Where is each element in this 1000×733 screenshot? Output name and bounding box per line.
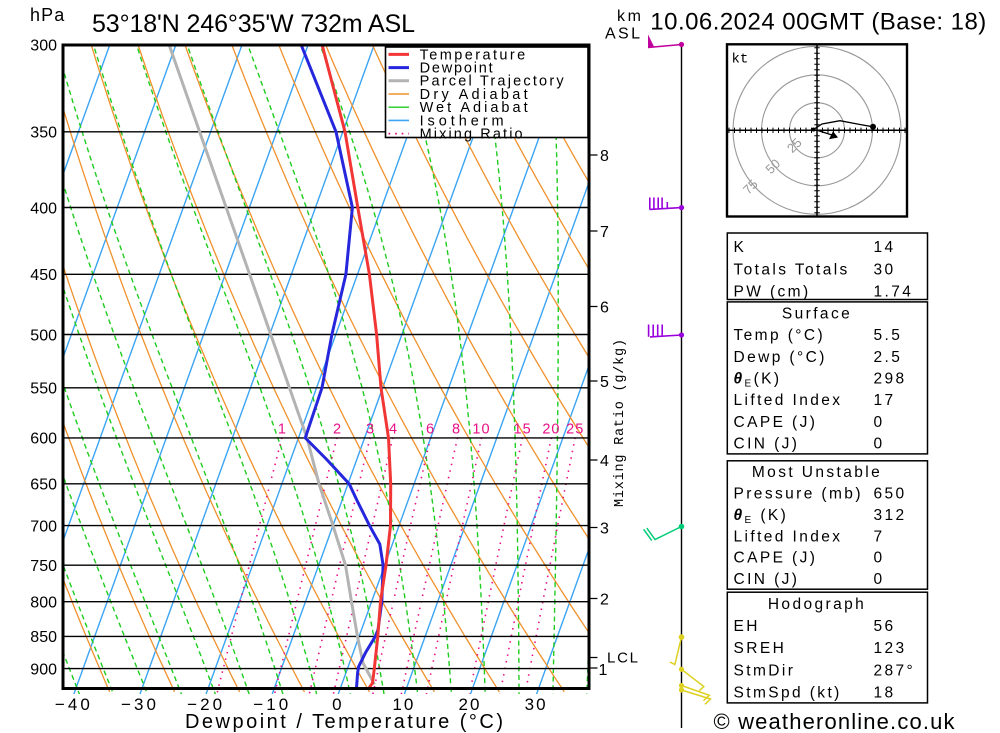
- svg-text:CAPE (J): CAPE (J): [734, 550, 818, 567]
- svg-text:700: 700: [30, 518, 57, 535]
- svg-text:Most Unstable: Most Unstable: [752, 464, 882, 481]
- svg-text:3: 3: [366, 422, 375, 438]
- svg-text:900: 900: [30, 661, 57, 678]
- svg-text:20: 20: [542, 422, 560, 438]
- svg-text:3: 3: [600, 520, 609, 537]
- svg-text:10.06.2024 00GMT (Base: 18): 10.06.2024 00GMT (Base: 18): [650, 9, 986, 36]
- svg-text:Surface: Surface: [782, 305, 852, 322]
- svg-text:15: 15: [514, 422, 532, 438]
- svg-text:600: 600: [30, 431, 57, 448]
- svg-text:6: 6: [600, 299, 609, 316]
- svg-text:Dewpoint: Dewpoint: [420, 61, 493, 77]
- svg-text:550: 550: [30, 381, 57, 398]
- svg-text:750: 750: [30, 558, 57, 575]
- svg-text:Temperature: Temperature: [420, 47, 526, 63]
- svg-text:1: 1: [599, 662, 608, 679]
- svg-text:ASL: ASL: [605, 26, 640, 43]
- svg-text:18: 18: [874, 684, 896, 701]
- svg-text:StmSpd (kt): StmSpd (kt): [734, 684, 842, 701]
- svg-text:1: 1: [278, 422, 287, 438]
- svg-text:5.5: 5.5: [874, 327, 903, 344]
- svg-text:56: 56: [874, 618, 896, 635]
- svg-text:−40: −40: [55, 695, 90, 714]
- svg-text:Totals Totals: Totals Totals: [734, 261, 850, 278]
- svg-text:SREH: SREH: [734, 640, 787, 657]
- svg-text:kt: kt: [732, 52, 749, 68]
- svg-text:7: 7: [600, 224, 609, 241]
- svg-text:0: 0: [874, 436, 885, 453]
- svg-text:30: 30: [874, 261, 896, 278]
- svg-text:650: 650: [874, 486, 907, 503]
- svg-text:StmDir: StmDir: [734, 662, 796, 679]
- svg-text:4: 4: [389, 422, 398, 438]
- svg-text:300: 300: [30, 37, 57, 54]
- svg-text:−30: −30: [121, 695, 156, 714]
- svg-text:θE (K): θE (K): [734, 507, 789, 526]
- svg-text:Dewp (°C): Dewp (°C): [734, 349, 827, 366]
- svg-text:Parcel Trajectory: Parcel Trajectory: [420, 74, 565, 90]
- svg-text:8: 8: [452, 422, 461, 438]
- svg-text:0: 0: [332, 695, 341, 714]
- svg-text:−20: −20: [187, 695, 222, 714]
- svg-text:EH: EH: [734, 618, 760, 635]
- svg-text:53°18'N 246°35'W 732m ASL: 53°18'N 246°35'W 732m ASL: [92, 10, 415, 38]
- svg-text:1.74: 1.74: [874, 284, 914, 301]
- svg-text:2: 2: [333, 422, 342, 438]
- svg-text:−10: −10: [253, 695, 288, 714]
- svg-text:10: 10: [472, 422, 490, 438]
- svg-text:0: 0: [874, 550, 885, 567]
- svg-text:6: 6: [426, 422, 435, 438]
- svg-text:400: 400: [30, 200, 57, 217]
- svg-text:Pressure (mb): Pressure (mb): [734, 486, 863, 503]
- svg-text:298: 298: [874, 371, 907, 388]
- svg-text:© weatheronline.co.uk: © weatheronline.co.uk: [714, 709, 956, 733]
- svg-text:LCL: LCL: [607, 650, 638, 667]
- svg-text:650: 650: [30, 477, 57, 494]
- svg-text:Lifted Index: Lifted Index: [734, 392, 843, 409]
- svg-text:hPa: hPa: [30, 5, 65, 25]
- svg-text:800: 800: [30, 595, 57, 612]
- svg-text:Isotherm: Isotherm: [420, 113, 504, 129]
- svg-text:123: 123: [874, 640, 907, 657]
- svg-text:km: km: [617, 8, 641, 25]
- svg-text:17: 17: [874, 392, 896, 409]
- svg-text:25: 25: [566, 422, 584, 438]
- svg-text:0: 0: [874, 571, 885, 588]
- svg-text:350: 350: [30, 125, 57, 142]
- svg-text:312: 312: [874, 507, 907, 524]
- svg-text:500: 500: [30, 327, 57, 344]
- svg-text:4: 4: [600, 453, 609, 470]
- svg-text:14: 14: [874, 239, 896, 256]
- svg-text:287°: 287°: [874, 662, 916, 679]
- svg-text:CAPE (J): CAPE (J): [734, 414, 818, 431]
- svg-text:0: 0: [874, 414, 885, 431]
- svg-text:θE(K): θE(K): [734, 371, 782, 390]
- svg-text:Wet Adiabat: Wet Adiabat: [420, 100, 528, 116]
- svg-text:PW (cm): PW (cm): [734, 284, 811, 301]
- svg-text:450: 450: [30, 267, 57, 284]
- svg-text:2.5: 2.5: [874, 349, 903, 366]
- svg-text:2: 2: [600, 591, 609, 608]
- svg-text:CIN (J): CIN (J): [734, 436, 800, 453]
- svg-text:Dewpoint / Temperature (°C): Dewpoint / Temperature (°C): [185, 711, 503, 733]
- svg-text:Temp (°C): Temp (°C): [734, 327, 826, 344]
- svg-text:8: 8: [600, 148, 609, 165]
- svg-text:5: 5: [600, 374, 609, 391]
- svg-text:7: 7: [874, 528, 885, 545]
- svg-text:CIN (J): CIN (J): [734, 571, 800, 588]
- svg-text:Lifted Index: Lifted Index: [734, 528, 843, 545]
- svg-text:Dry Adiabat: Dry Adiabat: [420, 87, 528, 103]
- svg-text:Mixing Ratio: Mixing Ratio: [420, 127, 523, 143]
- svg-text:K: K: [734, 239, 747, 256]
- svg-text:Hodograph: Hodograph: [768, 596, 866, 613]
- svg-text:Mixing Ratio (g/kg): Mixing Ratio (g/kg): [613, 339, 628, 507]
- svg-text:850: 850: [30, 629, 57, 646]
